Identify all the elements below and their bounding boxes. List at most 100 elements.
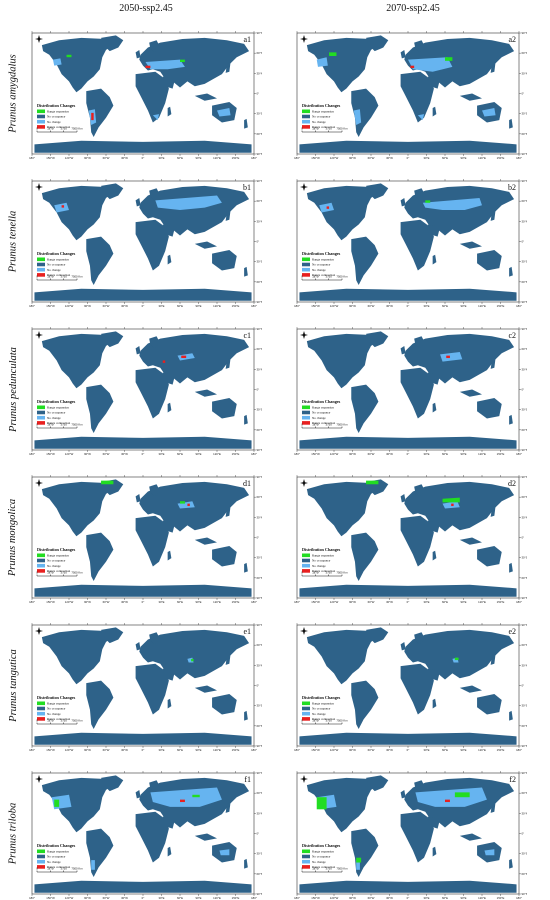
lat-tick-label: 60°N — [522, 643, 528, 647]
legend-swatch — [37, 563, 45, 568]
scale-label: 0 — [36, 719, 38, 723]
land-antarctica — [299, 880, 517, 893]
land-uk — [135, 789, 141, 799]
land-greenland — [101, 627, 124, 644]
world-map: 180° 150°W 120°W 90°W 60°W 30°W 0° 30°E 60°E 90°E… — [294, 327, 528, 456]
land-australia — [477, 397, 502, 419]
legend-swatch — [302, 421, 310, 425]
distribution-patch — [54, 799, 60, 807]
scale-label: 3750 — [326, 127, 333, 131]
scale-label: 7500 Km — [71, 719, 83, 723]
land-indonesia — [194, 93, 217, 101]
lon-tick-label: 60°W — [103, 896, 110, 900]
land-greenland — [366, 331, 389, 348]
legend-swatch — [302, 262, 310, 267]
land-japan — [225, 62, 231, 73]
land-north-america — [41, 777, 114, 833]
legend-swatch — [37, 421, 45, 425]
scale-label: 1875 — [312, 571, 319, 575]
lon-tick-label: 90°E — [195, 304, 201, 308]
species-label: Prunus triloba — [2, 767, 24, 900]
lat-tick-label: 30°S — [257, 852, 263, 856]
legend-swatch — [37, 706, 45, 711]
land-japan — [490, 506, 496, 517]
legend-label: No occupancy — [47, 411, 66, 415]
distribution-patch — [454, 657, 459, 661]
land-antarctica — [34, 880, 252, 893]
land-scandinavia — [414, 484, 426, 497]
distribution-patch — [150, 787, 222, 807]
lat-tick-label: 60°S — [522, 132, 528, 136]
lon-tick-label: 180° — [29, 156, 35, 160]
distribution-patch — [316, 57, 328, 67]
legend-title: Distribution Changes — [302, 547, 341, 552]
legend-swatch — [302, 717, 310, 721]
land-antarctica — [34, 436, 252, 449]
legend-swatch — [302, 701, 310, 706]
distribution-patch — [219, 849, 230, 856]
scale-label: 7500 Km — [71, 127, 83, 131]
scale-label: 7500 Km — [71, 423, 83, 427]
legend-label: Range contraction — [47, 125, 71, 129]
north-arrow-icon — [35, 479, 43, 487]
distribution-patch — [440, 351, 463, 362]
distribution-patch — [52, 58, 62, 66]
land-uk — [135, 345, 141, 355]
lon-tick-label: 60°W — [103, 452, 110, 456]
land-australia — [212, 249, 237, 271]
north-arrow-icon — [300, 479, 308, 487]
distribution-patch — [353, 109, 362, 125]
lon-tick-label: 90°W — [349, 748, 356, 752]
land-arabia — [162, 224, 176, 237]
land-scandinavia — [149, 40, 161, 53]
lon-tick-label: 150°W — [311, 600, 320, 604]
lat-tick-label: 90°N — [522, 179, 528, 183]
legend-label: No occupancy — [47, 115, 66, 119]
lon-tick-label: 0° — [407, 748, 410, 752]
land-uk — [400, 493, 406, 503]
legend-label: No occupancy — [312, 855, 331, 859]
map-panel-f2: 180° 150°W 120°W 90°W 60°W 30°W 0° 30°E 60°E 90°E… — [289, 767, 527, 900]
north-arrow-icon — [300, 183, 308, 191]
land-new-zealand — [509, 118, 513, 129]
lat-tick-label: 60°S — [257, 428, 263, 432]
distribution-patch — [415, 787, 487, 807]
world-map: 180° 150°W 120°W 90°W 60°W 30°W 0° 30°E 60°E 90°E… — [29, 31, 263, 160]
lat-tick-label: 90°S — [522, 448, 528, 452]
lon-tick-label: 90°W — [84, 156, 91, 160]
scale-label: 0 — [301, 127, 303, 131]
legend-label: Range expansion — [47, 110, 69, 114]
land-indonesia — [194, 685, 217, 693]
legend-swatch — [302, 558, 310, 563]
lon-tick-label: 30°W — [386, 600, 393, 604]
distribution-patch — [482, 108, 496, 117]
lon-tick-label: 30°E — [158, 452, 164, 456]
lat-tick-label: 0° — [522, 832, 525, 836]
scale-label: 1875 — [47, 127, 54, 131]
land-antarctica — [299, 288, 517, 301]
land-south-america — [86, 88, 114, 138]
legend-label: No occupancy — [312, 411, 331, 415]
north-arrow-icon — [35, 35, 43, 43]
lat-tick-label: 90°S — [257, 152, 263, 156]
lon-tick-label: 120°E — [478, 156, 486, 160]
lat-tick-label: 0° — [522, 536, 525, 540]
land-madagascar — [432, 106, 437, 117]
land-arabia — [162, 76, 176, 89]
scale-label: 0 — [301, 571, 303, 575]
lon-tick-label: 120°E — [213, 896, 221, 900]
lon-tick-label: 60°W — [103, 156, 110, 160]
distribution-patch — [180, 501, 185, 504]
column-title-2050: 2050-ssp2.45 — [119, 3, 173, 14]
panel-label: b2 — [508, 183, 516, 192]
lon-tick-label: 150°W — [311, 452, 320, 456]
lat-tick-label: 60°N — [257, 51, 263, 55]
legend-swatch — [302, 119, 310, 124]
legend-swatch — [37, 125, 45, 129]
lon-tick-label: 150°E — [497, 600, 505, 604]
lat-tick-label: 0° — [257, 536, 260, 540]
lon-tick-label: 120°E — [213, 156, 221, 160]
legend-label: No change — [312, 268, 326, 272]
lon-tick-label: 180° — [251, 896, 257, 900]
